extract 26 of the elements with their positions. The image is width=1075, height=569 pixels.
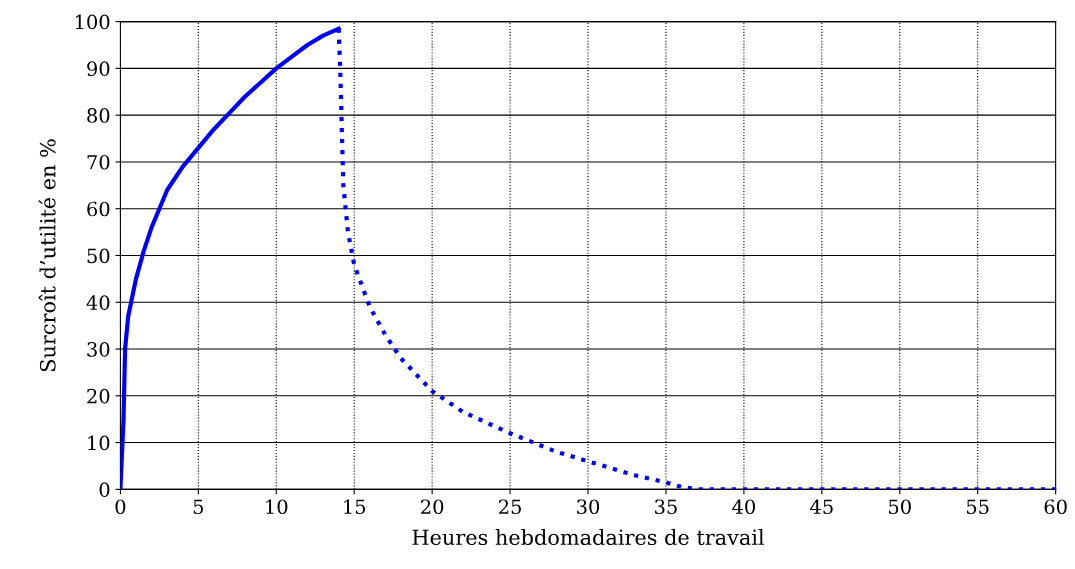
y-tick-label: 60: [87, 201, 110, 217]
y-tick-label: 40: [86, 295, 110, 310]
x-tick-label: 60: [1044, 499, 1067, 515]
y-tick-label: 100: [75, 14, 110, 30]
x-tick-label: 30: [577, 499, 600, 515]
x-tick-label: 55: [966, 499, 989, 515]
y-tick-label: 30: [87, 341, 110, 357]
y-tick-label: 0: [99, 482, 110, 497]
x-tick-label: 15: [344, 499, 366, 515]
y-tick-label: 10: [88, 435, 110, 451]
x-tick-label: 45: [810, 499, 833, 515]
x-axis-title: Heures hebdomadaires de travail: [412, 528, 765, 546]
x-tick-label: 50: [889, 499, 911, 515]
x-tick-label: 25: [499, 499, 521, 515]
x-tick-label: 10: [266, 499, 288, 515]
x-tick-label: 0: [115, 499, 126, 515]
y-axis-title: Surcroît d’utilité en %: [38, 139, 56, 372]
y-tick-label: 20: [87, 388, 110, 404]
y-tick-label: 90: [87, 61, 110, 77]
x-tick-label: 40: [732, 499, 755, 515]
y-tick-label: 50: [87, 248, 110, 264]
x-tick-label: 5: [193, 499, 204, 515]
y-tick-label: 80: [87, 108, 110, 123]
x-tick-label: 20: [421, 499, 444, 515]
y-tick-label: 70: [87, 154, 110, 170]
x-tick-label: 35: [655, 499, 677, 515]
